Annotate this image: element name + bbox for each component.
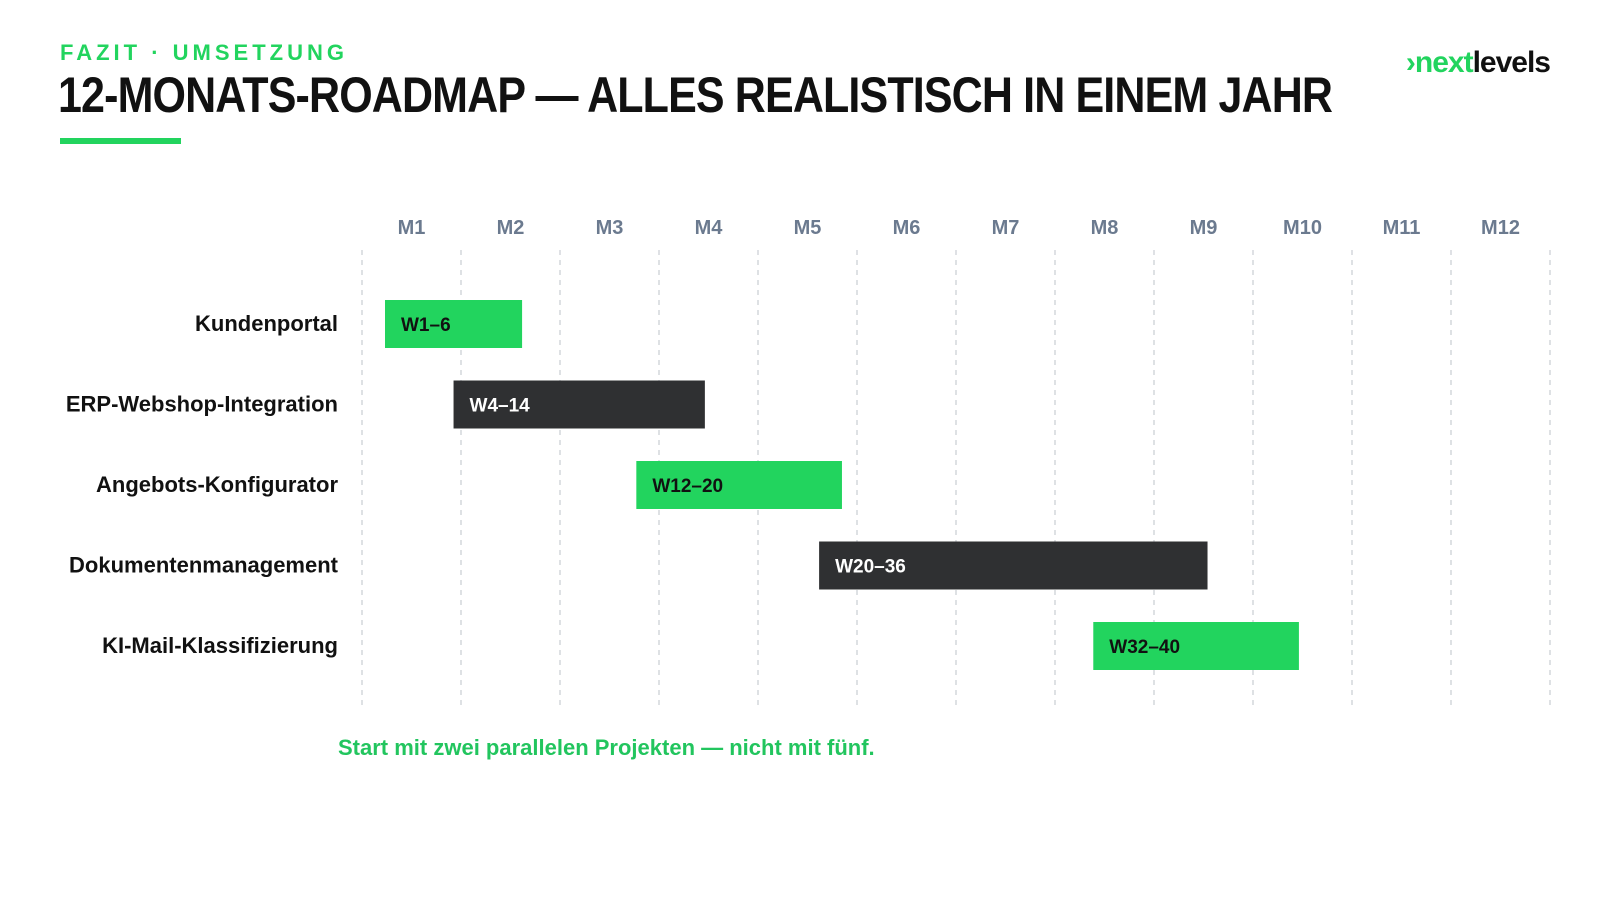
- month-label-m7: M7: [992, 217, 1020, 239]
- month-label-m1: M1: [398, 217, 426, 239]
- brand-logo: ›nextlevels: [1405, 46, 1551, 80]
- month-label-m3: M3: [596, 217, 624, 239]
- task-bar: [385, 300, 523, 348]
- month-label-m8: M8: [1091, 217, 1119, 239]
- logo-chevron: ›: [1405, 46, 1416, 79]
- month-label-m2: M2: [497, 217, 525, 239]
- logo-part-next: next: [1414, 46, 1474, 79]
- task-bar-label: W12–20: [652, 476, 723, 497]
- title-underline: [60, 138, 181, 144]
- task-label: KI-Mail-Klassifizierung: [102, 633, 338, 658]
- task-label: Kundenportal: [195, 311, 338, 336]
- task-bar: [453, 380, 705, 429]
- task-bar-label: W1–6: [401, 315, 451, 336]
- month-label-m11: M11: [1383, 217, 1421, 239]
- chart-caption: Start mit zwei parallelen Projekten — ni…: [338, 735, 875, 760]
- task-label: Angebots-Konfigurator: [96, 472, 338, 497]
- task-bar-label: W32–40: [1109, 637, 1180, 658]
- month-label-m5: M5: [794, 217, 822, 239]
- month-label-m12: M12: [1481, 217, 1520, 239]
- task-bar: [636, 461, 842, 509]
- month-label-m9: M9: [1190, 217, 1218, 239]
- task-label: Dokumentenmanagement: [69, 553, 339, 578]
- logo-part-levels: levels: [1472, 46, 1551, 79]
- month-label-m6: M6: [893, 217, 921, 239]
- task-bar: [1093, 622, 1299, 670]
- month-label-m4: M4: [695, 217, 724, 239]
- task-bar: [819, 541, 1208, 590]
- page-title: 12-MONATS-ROADMAP — ALLES REALISTISCH IN…: [58, 67, 1333, 123]
- task-bar-label: W4–14: [470, 396, 531, 417]
- eyebrow-label: FAZIT · UMSETZUNG: [60, 40, 348, 65]
- task-bar-label: W20–36: [835, 557, 906, 578]
- task-label: ERP-Webshop-Integration: [66, 392, 338, 417]
- month-label-m10: M10: [1283, 217, 1322, 239]
